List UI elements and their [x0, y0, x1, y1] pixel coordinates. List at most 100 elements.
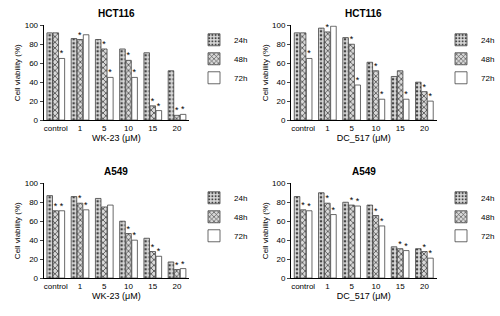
- svg-text:*: *: [398, 239, 402, 249]
- svg-text:1: 1: [325, 124, 330, 133]
- svg-text:0: 0: [34, 116, 39, 125]
- svg-text:5: 5: [102, 282, 107, 291]
- svg-text:100: 100: [25, 21, 39, 30]
- svg-text:*: *: [356, 196, 360, 206]
- svg-text:*: *: [356, 75, 360, 85]
- svg-text:40: 40: [276, 78, 285, 87]
- svg-text:*: *: [374, 61, 378, 71]
- svg-text:15: 15: [148, 124, 157, 133]
- svg-text:20: 20: [29, 255, 38, 264]
- svg-text:*: *: [151, 96, 155, 106]
- svg-text:15: 15: [396, 282, 405, 291]
- svg-text:100: 100: [25, 179, 39, 188]
- svg-text:*: *: [307, 48, 311, 58]
- svg-text:control: control: [44, 282, 68, 291]
- svg-text:*: *: [325, 193, 329, 203]
- svg-text:60: 60: [29, 59, 38, 68]
- svg-text:48h: 48h: [234, 55, 247, 64]
- svg-text:24h: 24h: [234, 194, 247, 203]
- svg-text:DC_517 (μM): DC_517 (μM): [337, 291, 391, 301]
- svg-text:5: 5: [102, 124, 107, 133]
- svg-text:*: *: [428, 248, 432, 258]
- svg-text:*: *: [102, 39, 106, 49]
- svg-text:80: 80: [276, 40, 285, 49]
- svg-text:WK-23 (μM): WK-23 (μM): [92, 291, 141, 301]
- svg-text:100: 100: [272, 179, 286, 188]
- svg-text:60: 60: [29, 217, 38, 226]
- svg-text:*: *: [428, 91, 432, 101]
- svg-text:*: *: [60, 48, 64, 58]
- svg-text:control: control: [291, 282, 315, 291]
- svg-text:*: *: [108, 67, 112, 77]
- svg-text:A549: A549: [104, 166, 128, 177]
- svg-text:Cell viability (%): Cell viability (%): [13, 44, 22, 101]
- svg-text:24h: 24h: [481, 194, 494, 203]
- svg-text:*: *: [331, 205, 335, 215]
- svg-text:10: 10: [124, 282, 133, 291]
- svg-text:20: 20: [420, 124, 429, 133]
- svg-text:5: 5: [349, 282, 354, 291]
- svg-text:*: *: [374, 206, 378, 216]
- svg-text:*: *: [307, 201, 311, 211]
- svg-text:*: *: [151, 242, 155, 252]
- svg-text:*: *: [127, 224, 131, 234]
- svg-text:15: 15: [148, 282, 157, 291]
- svg-text:*: *: [54, 201, 58, 211]
- svg-text:HCT116: HCT116: [345, 8, 382, 19]
- svg-text:72h: 72h: [481, 74, 494, 83]
- svg-text:60: 60: [276, 217, 285, 226]
- svg-text:*: *: [301, 200, 305, 210]
- svg-text:A549: A549: [352, 166, 376, 177]
- svg-text:20: 20: [276, 97, 285, 106]
- svg-text:72h: 72h: [481, 232, 494, 241]
- svg-text:Cell viability (%): Cell viability (%): [261, 44, 270, 101]
- svg-text:HCT116: HCT116: [98, 8, 135, 19]
- svg-text:*: *: [422, 82, 426, 92]
- svg-text:1: 1: [78, 124, 83, 133]
- svg-text:80: 80: [29, 198, 38, 207]
- svg-text:*: *: [175, 105, 179, 115]
- svg-text:20: 20: [276, 255, 285, 264]
- svg-text:1: 1: [325, 282, 330, 291]
- svg-text:60: 60: [276, 59, 285, 68]
- svg-text:0: 0: [34, 274, 39, 283]
- svg-text:48h: 48h: [234, 213, 247, 222]
- svg-text:10: 10: [371, 282, 380, 291]
- svg-text:20: 20: [29, 97, 38, 106]
- svg-text:10: 10: [124, 124, 133, 133]
- svg-text:control: control: [44, 124, 68, 133]
- svg-text:40: 40: [29, 236, 38, 245]
- svg-text:DC_517 (μM): DC_517 (μM): [337, 133, 391, 143]
- svg-text:20: 20: [173, 124, 182, 133]
- svg-text:24h: 24h: [234, 36, 247, 45]
- svg-text:*: *: [60, 201, 64, 211]
- svg-text:20: 20: [173, 282, 182, 291]
- svg-text:*: *: [325, 22, 329, 32]
- svg-text:72h: 72h: [234, 232, 247, 241]
- svg-text:*: *: [78, 193, 82, 203]
- svg-text:*: *: [84, 200, 88, 210]
- svg-text:24h: 24h: [481, 36, 494, 45]
- svg-text:WK-23 (μM): WK-23 (μM): [92, 133, 141, 143]
- svg-text:*: *: [181, 259, 185, 269]
- svg-text:48h: 48h: [481, 55, 494, 64]
- svg-text:100: 100: [272, 21, 286, 30]
- svg-text:*: *: [350, 195, 354, 205]
- svg-text:control: control: [291, 124, 315, 133]
- svg-text:*: *: [127, 50, 131, 60]
- svg-text:*: *: [380, 89, 384, 99]
- svg-text:1: 1: [78, 282, 83, 291]
- svg-text:15: 15: [396, 124, 405, 133]
- svg-text:*: *: [181, 104, 185, 114]
- svg-text:72h: 72h: [234, 74, 247, 83]
- svg-text:0: 0: [281, 116, 286, 125]
- svg-text:5: 5: [349, 124, 354, 133]
- svg-text:*: *: [133, 230, 137, 240]
- svg-text:*: *: [157, 246, 161, 256]
- svg-text:*: *: [404, 89, 408, 99]
- svg-text:40: 40: [276, 236, 285, 245]
- svg-text:*: *: [350, 34, 354, 44]
- svg-text:*: *: [380, 216, 384, 226]
- svg-text:20: 20: [420, 282, 429, 291]
- svg-text:Cell viability (%): Cell viability (%): [13, 202, 22, 259]
